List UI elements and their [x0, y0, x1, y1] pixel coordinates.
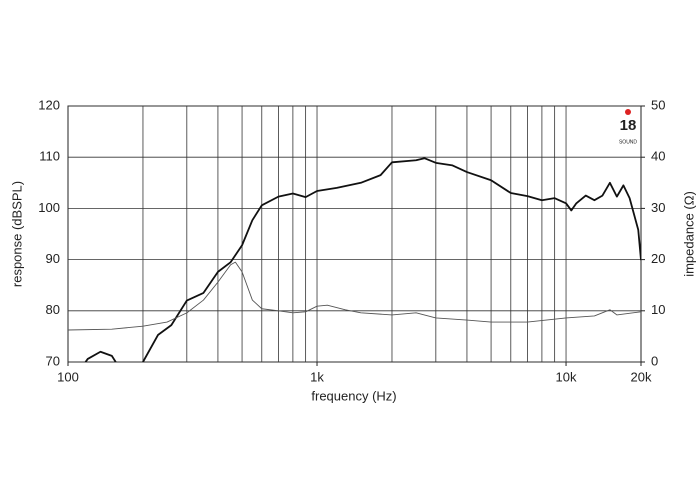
series-line [68, 261, 641, 331]
series-line [84, 157, 641, 362]
y-tick-label: 70 [46, 353, 60, 368]
logo-dot [625, 109, 631, 115]
y-tick-label: 90 [46, 251, 60, 266]
logo-number: 18 [620, 117, 637, 134]
y2-tick-label: 30 [651, 200, 665, 215]
logo-brand: SOUND [619, 139, 637, 145]
y2-tick-label: 0 [651, 353, 658, 368]
x-tick-label: 100 [57, 369, 79, 384]
plot-frame [67, 105, 642, 363]
y2-axis-label: impedance (Ω) [681, 191, 696, 277]
y2-tick-label: 50 [651, 97, 665, 112]
y-tick-label: 120 [38, 97, 60, 112]
y-axis-label: response (dBSPL) [9, 181, 24, 287]
x-axis-label: frequency (Hz) [311, 388, 396, 403]
x-tick-label: 1k [310, 369, 324, 384]
y-tick-label: 80 [46, 302, 60, 317]
y2-tick-label: 10 [651, 302, 665, 317]
y2-tick-label: 40 [651, 149, 665, 164]
x-tick-label: 10k [556, 369, 577, 384]
x-tick-label: 20k [631, 369, 652, 384]
y2-tick-label: 20 [651, 251, 665, 266]
y-tick-label: 100 [38, 200, 60, 215]
y-tick-label: 110 [39, 149, 60, 164]
